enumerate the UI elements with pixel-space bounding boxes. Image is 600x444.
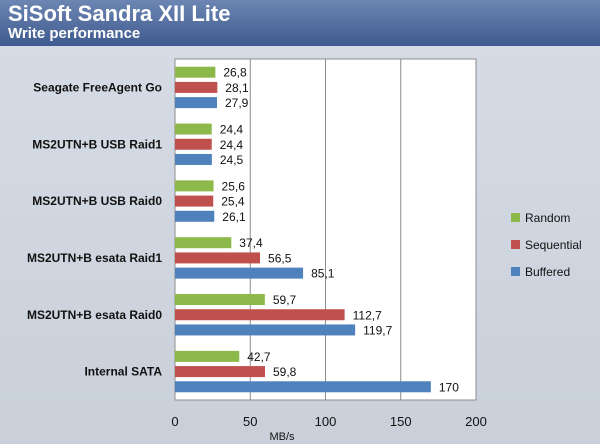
legend-swatch-buffered xyxy=(511,267,520,276)
data-label: 112,7 xyxy=(353,308,382,322)
legend-swatch-random xyxy=(511,213,520,222)
data-label: 25,4 xyxy=(221,195,245,209)
data-label: 85,1 xyxy=(311,267,335,281)
chart-title: SiSoft Sandra XII Lite xyxy=(8,1,231,26)
data-label: 27,9 xyxy=(225,96,249,110)
legend-swatch-sequential xyxy=(511,240,520,249)
bar-buffered xyxy=(175,267,304,279)
chart-subtitle: Write performance xyxy=(8,25,141,42)
x-tick-label: 150 xyxy=(390,414,412,429)
data-label: 24,4 xyxy=(220,138,244,152)
category-label: MS2UTN+B esata Raid0 xyxy=(27,308,162,322)
bar-random xyxy=(175,66,216,78)
data-label: 37,4 xyxy=(239,236,263,250)
bar-sequential xyxy=(175,366,265,378)
x-tick-label: 200 xyxy=(465,414,487,429)
bar-sequential xyxy=(175,138,212,150)
bar-buffered xyxy=(175,210,215,222)
data-label: 59,8 xyxy=(273,365,297,379)
data-label: 59,7 xyxy=(273,293,297,307)
category-label: Internal SATA xyxy=(84,365,162,379)
data-label: 26,1 xyxy=(222,210,246,224)
data-label: 42,7 xyxy=(247,350,271,364)
bar-random xyxy=(175,180,214,192)
bar-sequential xyxy=(175,309,345,321)
bar-sequential xyxy=(175,195,214,207)
data-label: 25,6 xyxy=(222,179,246,193)
x-axis-title: MB/s xyxy=(269,431,295,443)
bar-buffered xyxy=(175,97,217,109)
data-label: 28,1 xyxy=(225,81,249,95)
legend-label: Buffered xyxy=(525,265,570,279)
data-label: 119,7 xyxy=(363,323,392,337)
bar-random xyxy=(175,123,212,135)
data-label: 56,5 xyxy=(268,251,292,265)
category-label: MS2UTN+B USB Raid1 xyxy=(32,137,162,151)
bar-random xyxy=(175,294,265,306)
legend-label: Sequential xyxy=(525,238,582,252)
bar-random xyxy=(175,237,232,249)
data-label: 24,5 xyxy=(220,153,244,167)
data-label: 170 xyxy=(439,380,459,394)
bar-buffered xyxy=(175,381,431,393)
legend-label: Random xyxy=(525,211,570,225)
category-label: MS2UTN+B USB Raid0 xyxy=(32,194,162,208)
x-tick-label: 50 xyxy=(243,414,257,429)
data-label: 26,8 xyxy=(223,66,247,80)
category-label: Seagate FreeAgent Go xyxy=(33,80,162,94)
bar-sequential xyxy=(175,252,261,264)
data-label: 24,4 xyxy=(220,123,244,137)
bar-buffered xyxy=(175,153,212,165)
x-tick-label: 0 xyxy=(171,414,178,429)
category-label: MS2UTN+B esata Raid1 xyxy=(27,251,162,265)
title-banner: SiSoft Sandra XII Lite Write performance xyxy=(0,0,600,46)
bar-sequential xyxy=(175,81,218,93)
bar-buffered xyxy=(175,324,356,336)
x-tick-label: 100 xyxy=(315,414,337,429)
bar-random xyxy=(175,350,240,362)
